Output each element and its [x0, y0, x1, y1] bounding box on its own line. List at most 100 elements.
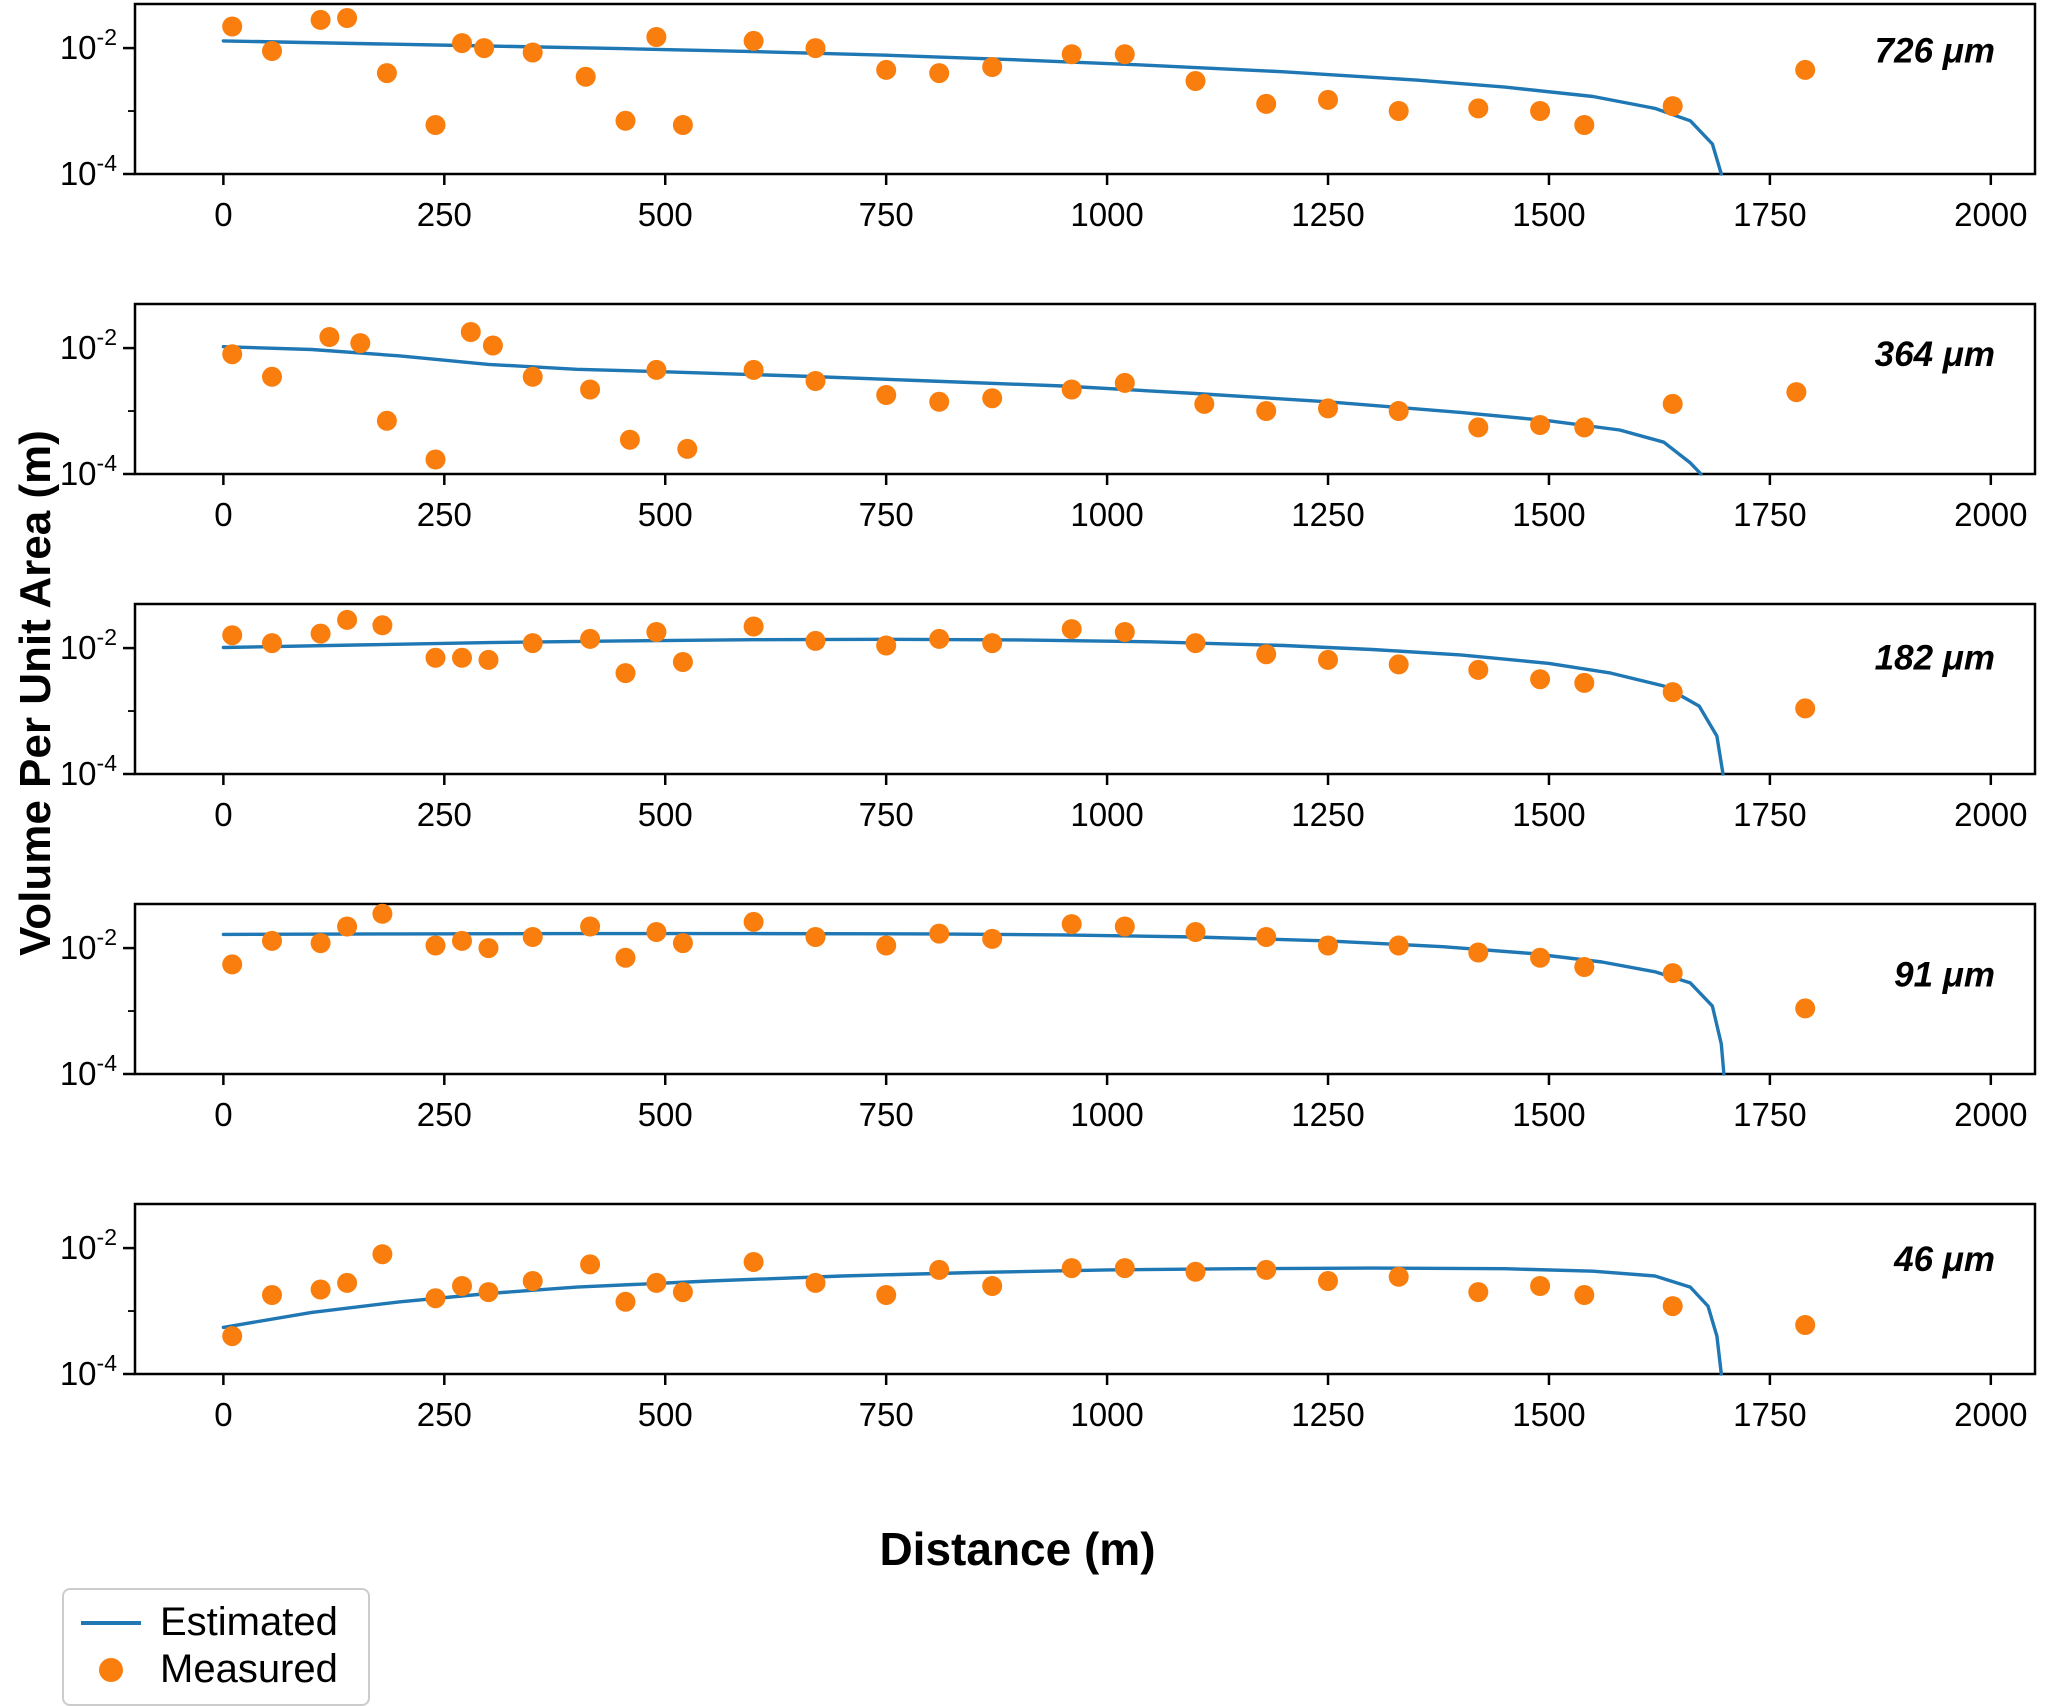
chart-panel-1: 0 250 500 750 1000 1250 1500 1750 2000 10-2 10-4 72…	[60, 2, 2037, 233]
x-tick-label: 0	[214, 1096, 232, 1133]
x-tick-label: 250	[417, 1396, 472, 1433]
measured-point	[425, 115, 446, 135]
y-axis-ticks: 10-2 10-4	[60, 24, 135, 192]
measured-point	[522, 42, 543, 63]
x-tick-label: 1250	[1291, 1096, 1364, 1133]
measured-point	[1662, 96, 1683, 117]
measured-point	[425, 1288, 446, 1309]
measured-point	[1662, 1296, 1683, 1317]
measured-point	[1388, 1266, 1409, 1287]
x-tick-label: 1750	[1733, 796, 1806, 833]
measured-point	[646, 359, 667, 380]
measured-point	[522, 927, 543, 947]
measured-point	[478, 1282, 499, 1303]
measured-point	[672, 1282, 693, 1303]
y-tick-label: 10-2	[60, 624, 117, 666]
measured-points	[222, 322, 1807, 470]
estimated-line-sample	[81, 1620, 141, 1625]
measured-point	[376, 63, 397, 84]
x-tick-label: 1000	[1070, 796, 1143, 833]
measured-point	[1185, 922, 1206, 942]
measured-point	[672, 933, 693, 954]
measured-point	[580, 1254, 601, 1275]
measured-point	[982, 928, 1003, 949]
legend-item-measured: Measured	[78, 1647, 338, 1692]
measured-point	[1185, 71, 1206, 91]
measured-point	[478, 938, 499, 959]
measured-point	[222, 344, 243, 365]
y-tick-label: 10-4	[60, 1350, 117, 1392]
estimated-line	[221, 931, 1726, 1076]
measured-point	[262, 41, 282, 61]
y-tick-label: 10-2	[60, 1224, 117, 1266]
x-tick-label: 1000	[1070, 1096, 1143, 1133]
measured-point	[1256, 93, 1277, 114]
measured-point	[1114, 372, 1135, 393]
x-tick-label: 1250	[1291, 196, 1364, 233]
measured-point	[929, 923, 950, 944]
y-axis-ticks: 10-2 10-4	[60, 624, 135, 792]
measured-point	[876, 59, 897, 80]
panel-grainsize-label: 91 μm	[1894, 955, 1995, 994]
x-tick-label: 1000	[1070, 496, 1143, 533]
x-axis-ticks: 0 250 500 750 1000 1250 1500 1750 2000	[214, 174, 2028, 233]
measured-point	[372, 903, 393, 924]
x-tick-label: 2000	[1954, 496, 2027, 533]
x-axis-label: Distance (m)	[879, 1523, 1156, 1575]
measured-points	[222, 8, 1816, 135]
y-tick-label: 10-2	[60, 924, 117, 966]
measured-point	[1388, 935, 1409, 956]
y-tick-label: 10-4	[60, 1050, 117, 1092]
legend-item-estimated: Estimated	[78, 1600, 338, 1645]
measured-point	[1114, 622, 1135, 642]
measured-point	[929, 63, 950, 84]
x-tick-label: 750	[859, 1396, 914, 1433]
measured-point	[337, 8, 358, 28]
measured-point	[1468, 417, 1489, 438]
x-tick-label: 250	[417, 496, 472, 533]
measured-point	[1061, 619, 1082, 640]
measured-point	[580, 628, 601, 649]
measured-point	[1388, 654, 1409, 675]
x-tick-label: 1750	[1733, 1396, 1806, 1433]
measured-point	[1662, 963, 1683, 984]
measured-point	[222, 16, 243, 37]
measured-point	[1574, 672, 1595, 693]
x-tick-label: 750	[859, 196, 914, 233]
y-axis-ticks: 10-2 10-4	[60, 1224, 135, 1392]
measured-point	[1061, 914, 1082, 935]
measured-point	[478, 649, 499, 670]
x-tick-label: 750	[859, 1096, 914, 1133]
measured-point	[805, 630, 826, 651]
measured-point	[482, 335, 503, 356]
x-tick-label: 0	[214, 496, 232, 533]
measured-point	[1468, 1282, 1489, 1303]
measured-point	[580, 379, 601, 400]
measured-point	[1318, 89, 1338, 110]
measured-point	[672, 115, 693, 135]
x-tick-label: 2000	[1954, 1396, 2027, 1433]
measured-point	[1662, 393, 1683, 414]
measured-point	[1114, 44, 1135, 65]
measured-point	[1530, 669, 1551, 690]
measured-point	[310, 933, 331, 954]
measured-point	[1185, 633, 1206, 654]
x-tick-label: 750	[859, 796, 914, 833]
x-tick-label: 500	[638, 1096, 693, 1133]
measured-point	[1662, 682, 1683, 703]
measured-point	[1256, 644, 1277, 665]
y-tick-label: 10-4	[60, 750, 117, 792]
measured-point	[262, 930, 282, 951]
x-tick-label: 500	[638, 1396, 693, 1433]
panel-grainsize-label: 182 μm	[1875, 638, 1995, 677]
measured-point	[1256, 401, 1277, 421]
x-axis-ticks: 0 250 500 750 1000 1250 1500 1750 2000	[214, 474, 2028, 533]
measured-point	[452, 33, 472, 54]
measured-point	[580, 916, 601, 937]
measured-point	[1256, 1259, 1277, 1280]
measured-point	[805, 927, 826, 947]
measured-point	[337, 1272, 358, 1293]
estimated-line	[221, 345, 1703, 476]
measured-point	[1530, 947, 1551, 968]
measured-point	[1574, 115, 1595, 135]
